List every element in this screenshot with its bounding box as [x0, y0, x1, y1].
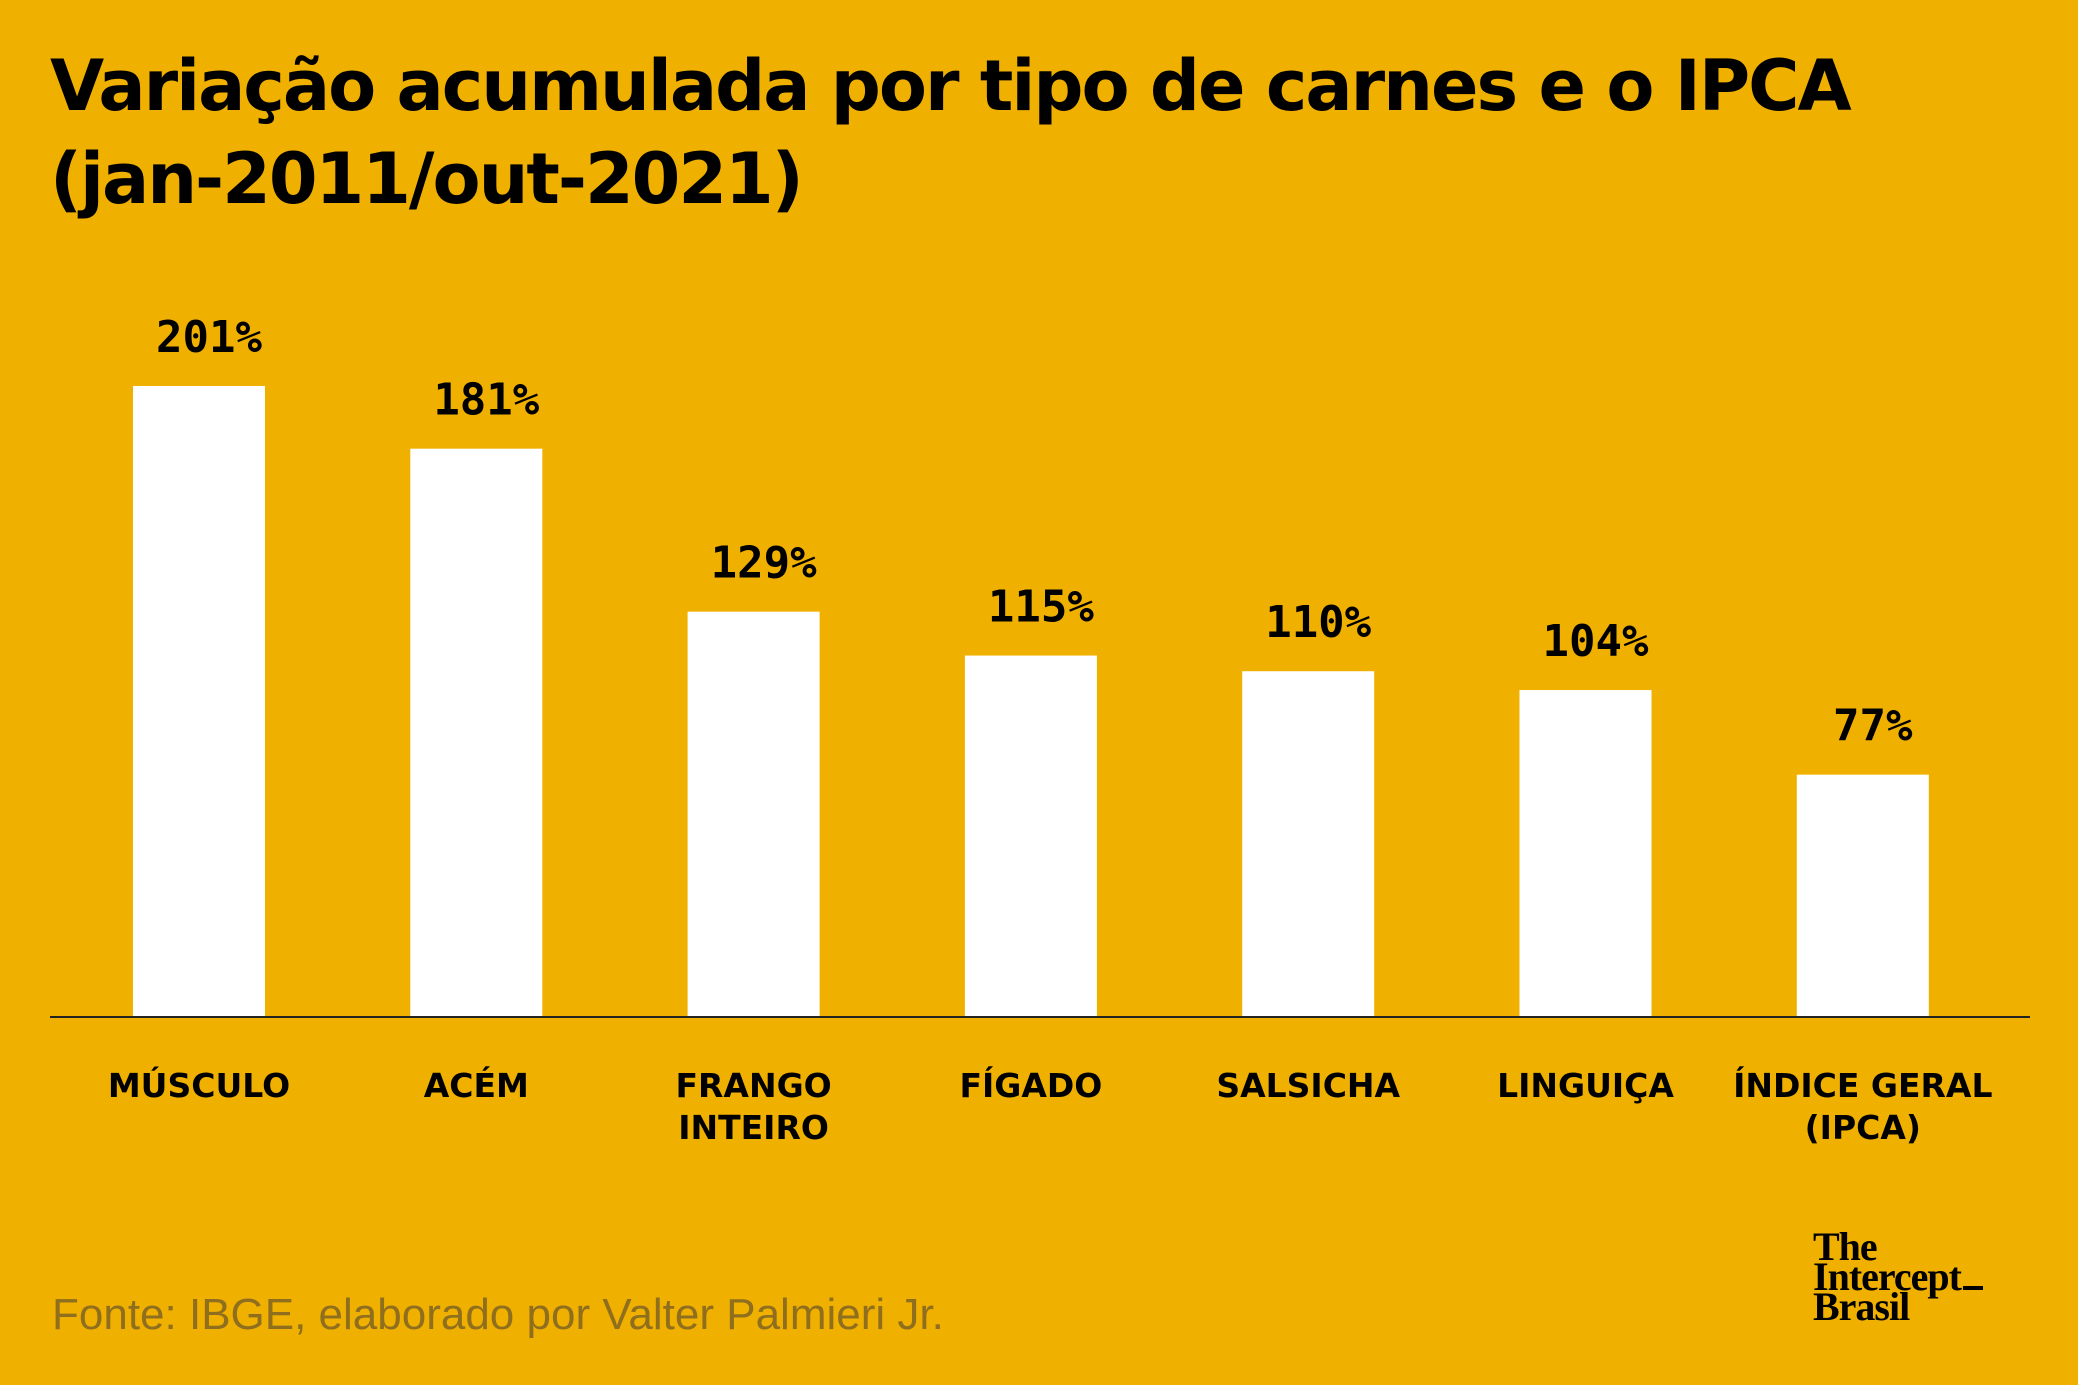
- bar: [964, 655, 1097, 1016]
- category-label: ÍNDICE GERAL: [1733, 1065, 1992, 1105]
- bar-value-label: 201%: [156, 312, 262, 363]
- chart-title-line2: (jan-2011/out-2021): [50, 138, 804, 220]
- bar: [687, 611, 820, 1016]
- category-label: LINGUIÇA: [1497, 1066, 1674, 1105]
- bar-value-label: 104%: [1543, 616, 1649, 667]
- chart-title-line1: Variação acumulada por tipo de carnes e …: [50, 45, 1852, 127]
- category-label: SALSICHA: [1216, 1066, 1400, 1105]
- category-label: FÍGADO: [959, 1065, 1102, 1105]
- source-note: Fonte: IBGE, elaborado por Valter Palmie…: [52, 1290, 944, 1339]
- category-label: FRANGO: [675, 1066, 831, 1105]
- bar: [133, 386, 265, 1016]
- category-label: ACÉM: [424, 1065, 529, 1105]
- category-label: (IPCA): [1805, 1108, 1921, 1147]
- category-label: MÚSCULO: [108, 1065, 290, 1105]
- bar-value-label: 110%: [1265, 597, 1371, 648]
- category-label: INTEIRO: [678, 1108, 829, 1147]
- bar-value-label: 181%: [433, 375, 539, 426]
- bar: [410, 448, 543, 1017]
- bar: [1242, 671, 1375, 1016]
- the-intercept-brasil-logo: The Intercept Brasil: [1813, 1227, 1983, 1327]
- bar: [1519, 690, 1652, 1016]
- bar: [1796, 774, 1929, 1016]
- bar-value-label: 115%: [988, 582, 1094, 633]
- bar-value-label: 129%: [711, 538, 817, 589]
- chart-title: Variação acumulada por tipo de carnes e …: [50, 40, 2030, 226]
- bar-value-label: 77%: [1833, 701, 1913, 752]
